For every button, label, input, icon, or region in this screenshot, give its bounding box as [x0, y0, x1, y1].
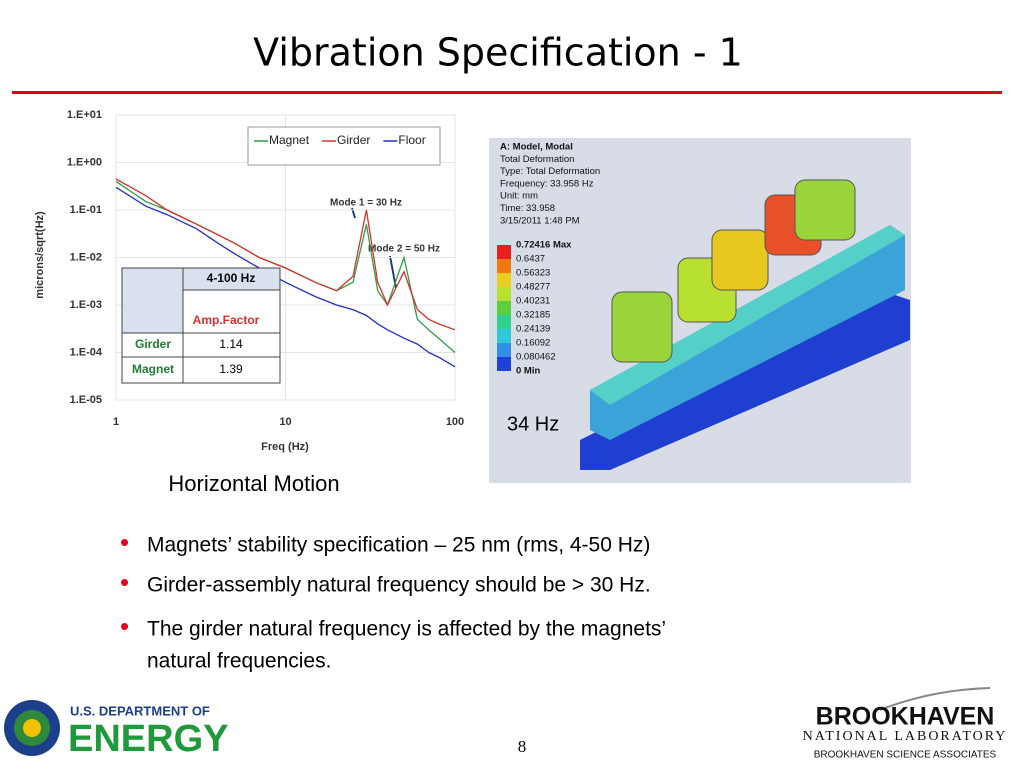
bullet-list: • Magnets’ stability specification – 25 n… — [120, 527, 666, 673]
y-tick-label: 1.E-02 — [70, 251, 102, 263]
fea-scale-swatch — [497, 315, 511, 329]
series-line — [115, 178, 456, 331]
x-tick-label: 1 — [113, 416, 119, 428]
fea-scale-swatch — [497, 287, 511, 301]
fea-scale-label: 0.24139 — [516, 324, 550, 335]
fea-scale-label: 0.48277 — [516, 282, 550, 293]
bnl-assoc: BROOKHAVEN SCIENCE ASSOCIATES — [814, 750, 997, 761]
fea-scale-label: 0.32185 — [516, 310, 550, 321]
fea-info: Total Deformation — [500, 154, 574, 165]
y-axis-label: microns/sqrt(Hz) — [34, 211, 46, 299]
x-tick-label: 10 — [279, 416, 291, 428]
bullet-dot: • — [120, 527, 129, 557]
fea-magnet — [794, 179, 856, 241]
bullet-text: Girder-assembly natural frequency should… — [147, 574, 651, 597]
legend-box — [247, 126, 441, 166]
fea-info: 3/15/2011 1:48 PM — [500, 215, 580, 226]
table-stub — [121, 267, 184, 334]
fea-scale-swatch — [497, 343, 511, 357]
fea-label: 34 Hz — [507, 413, 559, 435]
fea-scale-label: 0.72416 Max — [516, 240, 572, 251]
table-header-text: 4-100 Hz — [207, 271, 256, 285]
series-line — [115, 186, 456, 368]
chart: microns/sqrt(Hz) Freq (Hz) Mode 1 = 30 H… — [34, 109, 464, 453]
page-number: 8 — [518, 737, 527, 756]
fea-info: Time: 33.958 — [500, 203, 555, 214]
bnl-main: BROOKHAVEN — [816, 703, 995, 731]
slide-title: Vibration Specification - 1 — [253, 31, 743, 75]
annotation: Mode 2 = 50 Hz — [368, 244, 440, 255]
y-tick-label: 1.E-04 — [70, 346, 103, 358]
bullet-text: natural frequencies. — [147, 650, 331, 673]
y-tick-label: 1.E-01 — [70, 204, 102, 216]
fea-scale-swatch — [497, 329, 511, 343]
fea-info: Frequency: 33.958 Hz — [500, 178, 594, 189]
x-axis-label: Freq (Hz) — [261, 441, 309, 453]
fea-scale-label: 0 Min — [516, 366, 540, 377]
table-row-label: Girder — [135, 337, 171, 351]
doe-logo: U.S. DEPARTMENT OF ENERGY — [4, 700, 228, 760]
table-row-label: Magnet — [132, 362, 174, 376]
legend-label: Magnet — [269, 133, 310, 147]
fea-scale-swatch — [497, 259, 511, 273]
fea-magnet — [711, 229, 769, 291]
y-tick-label: 1.E+00 — [67, 156, 102, 168]
doe-top: U.S. DEPARTMENT OF — [70, 703, 210, 718]
fea-magnet — [611, 291, 673, 363]
table-cell: 1.14 — [219, 337, 243, 351]
fea-scale-swatch — [497, 273, 511, 287]
bnl-swoosh — [879, 687, 991, 711]
fea-scale-label: 0.40231 — [516, 296, 550, 307]
bullet-dot: • — [120, 567, 129, 597]
fea-info: A: Model, Modal — [500, 142, 573, 153]
y-tick-label: 1.E-05 — [70, 394, 102, 406]
fea-base — [580, 290, 910, 470]
fea-scale-label: 0.56323 — [516, 268, 550, 279]
legend-label: Girder — [337, 133, 370, 147]
legend-label: Floor — [398, 133, 425, 147]
table-column: Amp.Factor — [193, 313, 260, 327]
fea-info: Type: Total Deformation — [500, 166, 600, 177]
title-rule — [12, 91, 1002, 94]
annotation: Mode 1 = 30 Hz — [330, 198, 402, 209]
fea-scale-label: 0.080462 — [516, 352, 556, 363]
bnl-sub: NATIONAL LABORATORY — [803, 729, 1008, 744]
x-tick-label: 100 — [446, 416, 464, 428]
fea-scale-swatch — [497, 301, 511, 315]
table-cell: 1.39 — [219, 362, 243, 376]
y-tick-label: 1.E+01 — [67, 109, 102, 121]
chart-caption: Horizontal Motion — [168, 471, 339, 496]
doe-main: ENERGY — [68, 718, 228, 760]
fea-info: Unit: mm — [500, 191, 538, 202]
fea-magnets — [611, 179, 856, 363]
bullet-text: The girder natural frequency is affected… — [147, 618, 666, 641]
bnl-logo: BROOKHAVEN NATIONAL LABORATORY BROOKHAVE… — [803, 687, 1008, 761]
doe-seal-core — [23, 719, 41, 737]
fea-scale-swatch — [497, 245, 511, 259]
fea-scale-swatch — [497, 357, 511, 371]
fea-scale-label: 0.16092 — [516, 338, 550, 349]
bullet-dot: • — [120, 611, 129, 641]
bullet-text: Magnets’ stability specification – 25 nm… — [147, 534, 650, 557]
fea-scale-label: 0.6437 — [516, 254, 545, 265]
y-tick-label: 1.E-03 — [70, 299, 102, 311]
